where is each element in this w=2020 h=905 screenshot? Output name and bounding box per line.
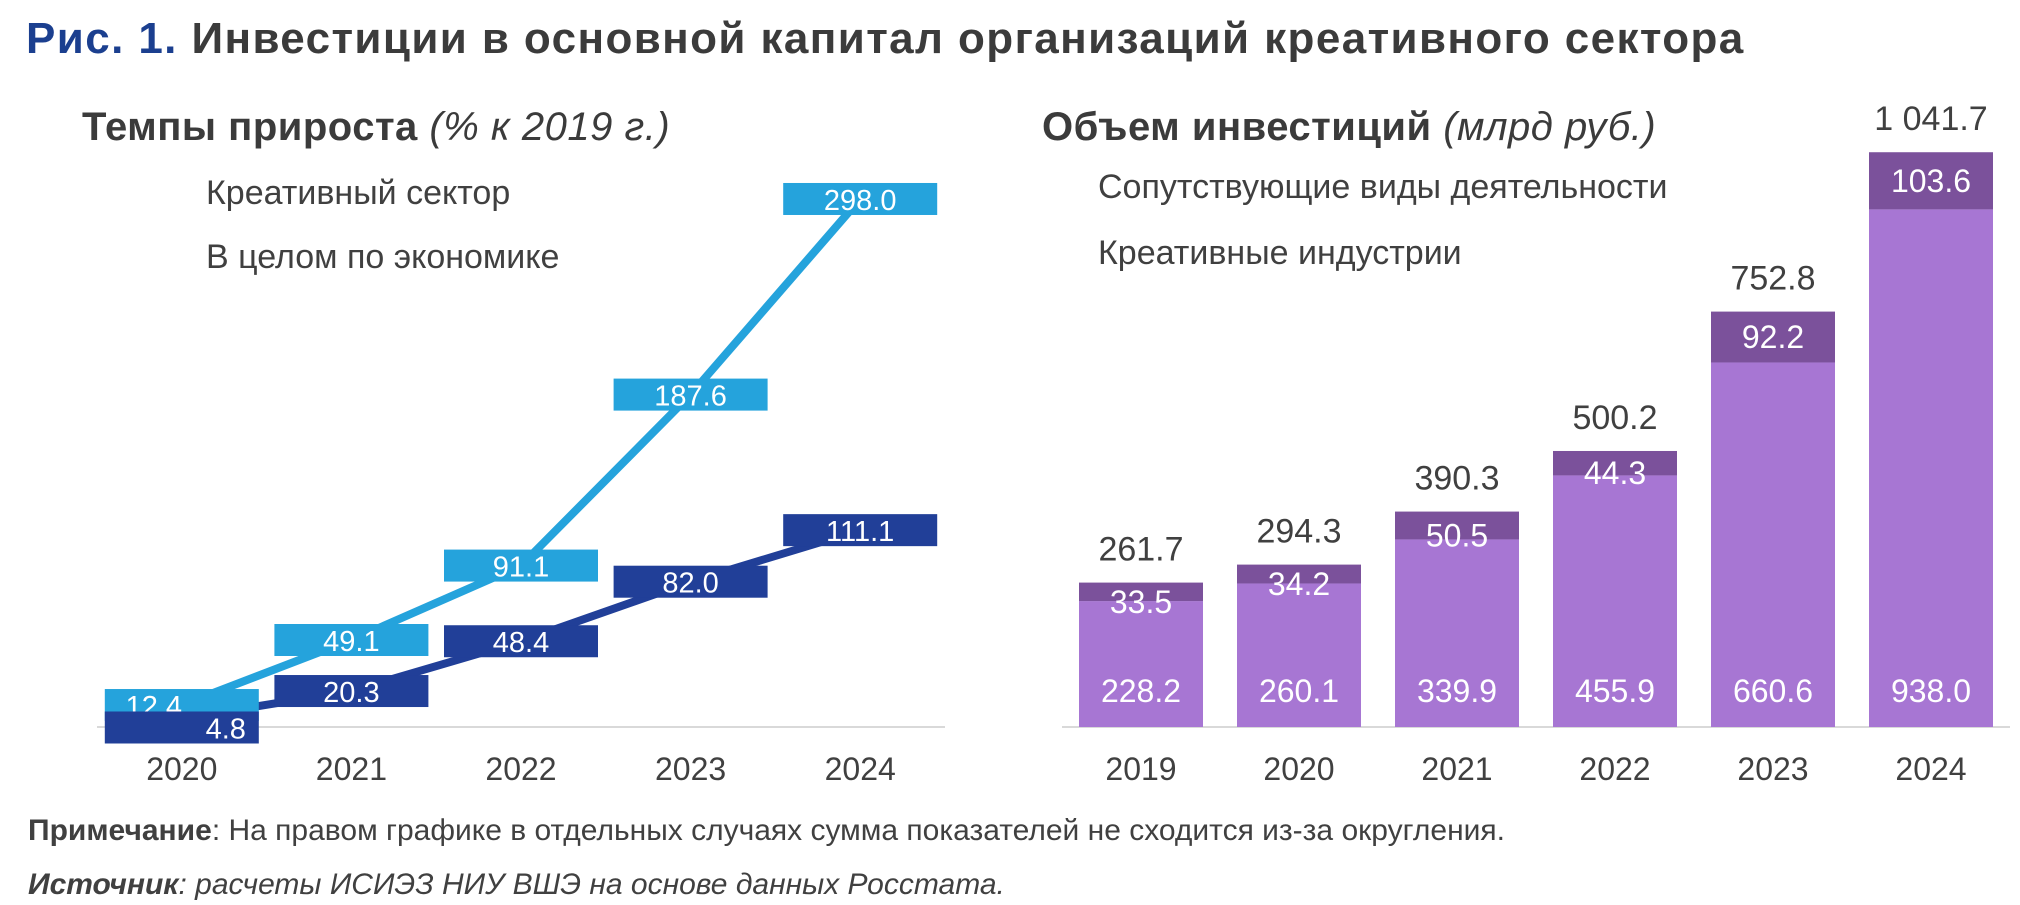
data-label-industries: 260.1	[1259, 673, 1339, 709]
bar-related	[1553, 450, 1677, 476]
legend-label-related: Сопутствующие виды деятельности	[1098, 168, 1668, 206]
data-label-box-creative-sector	[444, 549, 598, 582]
data-label-total: 1 041.7	[1874, 100, 1987, 138]
data-label-industries: 455.9	[1575, 673, 1655, 709]
data-label-related: 44.3	[1584, 455, 1646, 491]
legend-label-industries: Креативные индустрии	[1098, 234, 1462, 272]
data-label-economy: 4.8	[206, 713, 246, 745]
data-label-industries: 938.0	[1891, 673, 1971, 709]
data-label-total: 390.3	[1414, 460, 1499, 498]
right-x-tick-label: 2019	[1105, 751, 1176, 787]
right-x-tick-label: 2023	[1737, 751, 1808, 787]
data-label-economy: 48.4	[493, 627, 549, 659]
data-label-related: 103.6	[1891, 163, 1971, 199]
bar-industries	[1553, 475, 1677, 727]
right-x-tick-label: 2024	[1895, 751, 1966, 787]
data-label-box-creative-sector	[613, 378, 768, 411]
data-label-economy: 82.0	[662, 568, 718, 600]
source-text: : расчеты ИСИЭЗ НИУ ВШЭ на основе данных…	[178, 868, 1005, 901]
data-label-related: 33.5	[1110, 584, 1172, 620]
data-label-creative-sector: 298.0	[824, 185, 897, 217]
data-label-box-economy	[274, 675, 429, 708]
note-label: Примечание	[28, 814, 212, 847]
figure-title-text: Инвестиции в основной капитал организаци…	[191, 14, 1745, 63]
legend-swatch-related	[1071, 179, 1089, 197]
bar-related	[1711, 311, 1835, 363]
data-label-industries: 228.2	[1101, 673, 1181, 709]
left-x-tick-label: 2023	[655, 751, 726, 787]
right-x-tick-label: 2020	[1263, 751, 1334, 787]
figure-number: Рис. 1.	[26, 14, 178, 63]
right-subtitle-main: Объем инвестиций	[1042, 105, 1432, 149]
data-label-box-economy	[613, 565, 768, 598]
right-chart-subtitle: Объем инвестиций (млрд руб.)	[1042, 105, 1656, 150]
legend-swatch-industries	[1071, 245, 1089, 263]
left-x-tick-label: 2022	[485, 751, 556, 787]
data-label-total: 261.7	[1098, 531, 1183, 569]
bar-related	[1395, 511, 1519, 540]
data-label-box-economy	[444, 625, 598, 658]
data-label-creative-sector: 91.1	[493, 552, 549, 584]
left-x-tick-label: 2024	[825, 751, 896, 787]
data-label-total: 752.8	[1730, 260, 1815, 298]
data-label-creative-sector: 49.1	[323, 626, 379, 658]
data-label-total: 500.2	[1572, 399, 1657, 437]
bar-related	[1079, 582, 1203, 602]
data-label-box-creative-sector	[274, 624, 429, 657]
left-x-tick-label: 2021	[316, 751, 387, 787]
data-label-related: 34.2	[1268, 566, 1330, 602]
data-label-economy: 20.3	[323, 677, 379, 709]
bar-industries	[1711, 362, 1835, 727]
figure-title: Рис. 1. Инвестиции в основной капитал ор…	[26, 14, 1745, 64]
data-label-box-economy	[783, 514, 938, 547]
data-label-related: 50.5	[1426, 518, 1488, 554]
left-chart-subtitle: Темпы прироста (% к 2019 г.)	[82, 105, 670, 150]
right-subtitle-unit: (млрд руб.)	[1443, 105, 1657, 149]
right-x-tick-label: 2022	[1579, 751, 1650, 787]
data-label-total: 294.3	[1256, 513, 1341, 551]
bar-industries	[1237, 583, 1361, 727]
legend-label-creative-sector: Креативный сектор	[206, 174, 511, 212]
left-subtitle-unit: (% к 2019 г.)	[429, 105, 671, 149]
left-subtitle-main: Темпы прироста	[82, 105, 418, 149]
note: Примечание: На правом графике в отдельны…	[28, 814, 1505, 848]
data-label-creative-sector: 187.6	[654, 381, 727, 413]
bar-industries	[1079, 601, 1203, 727]
legend-label-economy: В целом по экономике	[206, 238, 560, 276]
data-label-economy: 111.1	[826, 516, 894, 548]
data-label-industries: 660.6	[1733, 673, 1813, 709]
bar-industries	[1395, 539, 1519, 727]
data-label-related: 92.2	[1742, 319, 1804, 355]
bar-industries	[1869, 209, 1993, 728]
bar-related	[1237, 564, 1361, 584]
data-label-box-economy	[104, 711, 259, 744]
data-label-box-creative-sector	[783, 182, 938, 215]
bar-related	[1869, 152, 1993, 210]
source-label: Источник	[28, 868, 179, 901]
right-x-tick-label: 2021	[1421, 751, 1492, 787]
source: Источник: расчеты ИСИЭЗ НИУ ВШЭ на основ…	[28, 868, 1005, 902]
left-x-tick-label: 2020	[146, 751, 217, 787]
note-text: : На правом графике в отдельных случаях …	[211, 814, 1505, 847]
data-label-industries: 339.9	[1417, 673, 1497, 709]
